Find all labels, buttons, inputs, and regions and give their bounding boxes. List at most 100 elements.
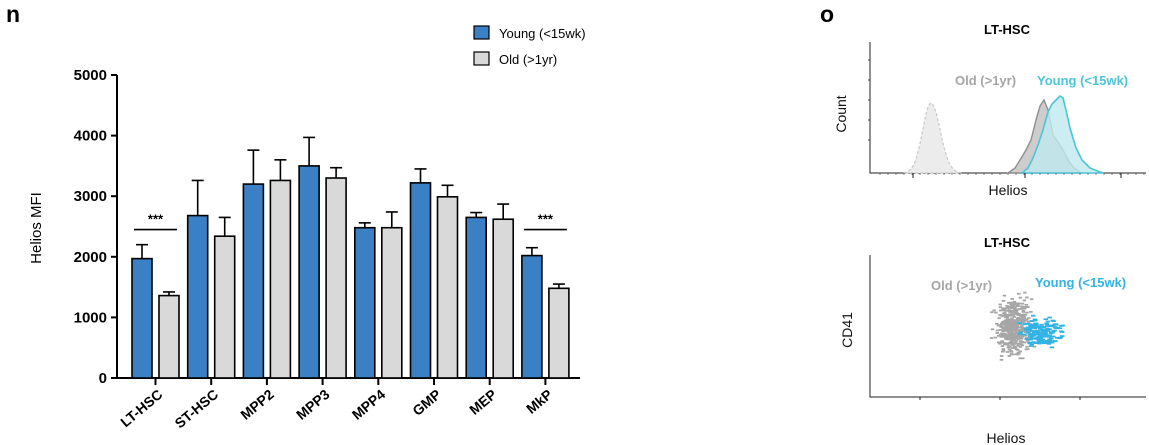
scatter-dot-young bbox=[1029, 326, 1035, 329]
legend-label-young: Young (<15wk) bbox=[499, 26, 586, 41]
bar-young bbox=[521, 254, 543, 379]
scatter-dot-old bbox=[1009, 350, 1014, 353]
scatter-dot-old bbox=[996, 341, 1001, 344]
scatter-dot-old bbox=[1004, 338, 1008, 341]
scatter-dot-old bbox=[1026, 339, 1030, 342]
scatter-dot-young bbox=[1049, 337, 1054, 340]
scatter-dot-old bbox=[1024, 303, 1029, 306]
scatter-dot-old bbox=[1016, 326, 1021, 329]
scatter-dot-old bbox=[1000, 332, 1004, 335]
scatter-dot-old bbox=[1010, 327, 1015, 330]
scatter-dot-old bbox=[1006, 306, 1010, 309]
scatter-dot-old bbox=[1002, 349, 1006, 352]
scatter-dot-young bbox=[1037, 335, 1042, 337]
histogram-y-axis-title: Count bbox=[833, 95, 849, 132]
scatter-dot-young bbox=[1022, 333, 1027, 336]
scatter-dot-old bbox=[1001, 348, 1006, 350]
scatter-dot-young bbox=[1039, 332, 1044, 335]
scatter-dot-young bbox=[1028, 333, 1033, 336]
scatter-dot-old bbox=[1021, 314, 1025, 317]
scatter-dot-old bbox=[1017, 352, 1021, 355]
bar-old bbox=[380, 226, 403, 379]
scatter-dot-old bbox=[1022, 299, 1027, 302]
bar-chart: 0 1000 2000 3000 4000 5000 LT-HSC ST-HSC MPP2 MPP… bbox=[74, 67, 580, 431]
scatter-dot-old bbox=[1015, 353, 1019, 356]
scatter-dot-old bbox=[1017, 292, 1021, 295]
scatter-dot-old bbox=[1019, 340, 1023, 342]
scatter-dot-young bbox=[1034, 322, 1039, 325]
scatter-dot-old bbox=[1023, 313, 1028, 316]
scatter-dot-young bbox=[1059, 325, 1064, 327]
scatter-dot-old bbox=[1005, 318, 1010, 321]
scatter-dot-young bbox=[1028, 325, 1034, 328]
scatter-dot-old bbox=[1024, 334, 1028, 337]
scatter-dot-old bbox=[1018, 308, 1022, 310]
scatter-dot-young bbox=[1048, 332, 1054, 335]
scatter-dot-old bbox=[1000, 345, 1005, 347]
bar-young bbox=[353, 226, 376, 379]
scatter-dot-young bbox=[1024, 328, 1029, 331]
scatter-dot-old bbox=[1010, 331, 1014, 334]
legend-swatch-young bbox=[473, 25, 490, 40]
scatter-dot-old bbox=[1012, 316, 1016, 318]
scatter-dot-old bbox=[1023, 291, 1027, 294]
scatter-dot-old bbox=[1004, 320, 1008, 323]
x-tick-label: MPP3 bbox=[293, 386, 333, 423]
scatter-dot-old bbox=[1008, 326, 1013, 329]
x-tick-label: MPP2 bbox=[237, 386, 277, 423]
scatter-dot-old bbox=[1005, 304, 1009, 307]
scatter-dot-old bbox=[1004, 325, 1008, 328]
scatter-dot-old bbox=[995, 332, 999, 334]
scatter-dot-young bbox=[1031, 324, 1036, 327]
scatter-dot-young bbox=[1031, 314, 1036, 317]
scatter-dot-old bbox=[1000, 334, 1005, 337]
scatter-dot-old bbox=[1013, 329, 1018, 332]
scatter-dot-old bbox=[1008, 314, 1013, 317]
scatter-dot-old bbox=[1008, 325, 1012, 327]
significance-label: *** bbox=[148, 212, 164, 227]
scatter-dot-young bbox=[1031, 330, 1037, 333]
x-tick-label: MPP4 bbox=[349, 386, 389, 423]
scatter-dot-old bbox=[1010, 301, 1015, 304]
scatter-dot-young bbox=[1045, 320, 1051, 323]
scatter-dot-old bbox=[1010, 318, 1014, 321]
scatter-dot-old bbox=[1023, 306, 1027, 308]
bar-old bbox=[325, 177, 347, 379]
scatter-dot-old bbox=[998, 324, 1003, 326]
scatter-dot-old bbox=[999, 355, 1004, 357]
scatter-dot-old bbox=[997, 335, 1001, 337]
scatter-dot-old bbox=[999, 309, 1003, 312]
scatter-dot-young bbox=[1040, 325, 1045, 328]
scatter-dot-old bbox=[1018, 329, 1022, 332]
scatter-dot-young bbox=[1029, 320, 1035, 322]
scatter-dot-old bbox=[993, 336, 998, 339]
bar-young bbox=[409, 182, 432, 379]
scatter-dot-old bbox=[1016, 351, 1021, 354]
scatter-dot-old bbox=[1002, 312, 1006, 315]
scatter-dots bbox=[919, 291, 1081, 400]
scatter-dot-old bbox=[1001, 333, 1005, 336]
scatter-dot-young bbox=[1017, 333, 1023, 335]
y-tick-label: 2000 bbox=[74, 249, 107, 266]
panel-letter-o: o bbox=[820, 1, 834, 27]
scatter-dot-old bbox=[1016, 344, 1020, 347]
scatter-dot-old bbox=[1018, 350, 1022, 353]
scatter-dot-young bbox=[1044, 323, 1050, 326]
scatter-dot-old bbox=[1022, 307, 1027, 310]
scatter-dot-young bbox=[1040, 341, 1046, 343]
scatter-dot-young bbox=[1043, 342, 1048, 344]
scatter-dot-young bbox=[1047, 339, 1053, 342]
scatter-dot-young bbox=[1025, 326, 1031, 329]
scatter-dot-old bbox=[1014, 332, 1018, 335]
scatter-dot-young bbox=[1051, 320, 1056, 323]
scatter-dot-old bbox=[1019, 315, 1023, 318]
scatter-dot-young bbox=[1034, 326, 1039, 329]
scatter-dot-young bbox=[1046, 342, 1052, 345]
scatter-dot-young bbox=[1028, 334, 1033, 337]
scatter-dot-old bbox=[1018, 323, 1022, 326]
scatter-dot-young bbox=[1028, 335, 1033, 338]
scatter-dot-old bbox=[994, 311, 998, 314]
scatter-dot-young bbox=[1032, 327, 1038, 330]
scatter-dot-old bbox=[1016, 317, 1021, 320]
scatter-dot-old bbox=[1020, 320, 1025, 323]
